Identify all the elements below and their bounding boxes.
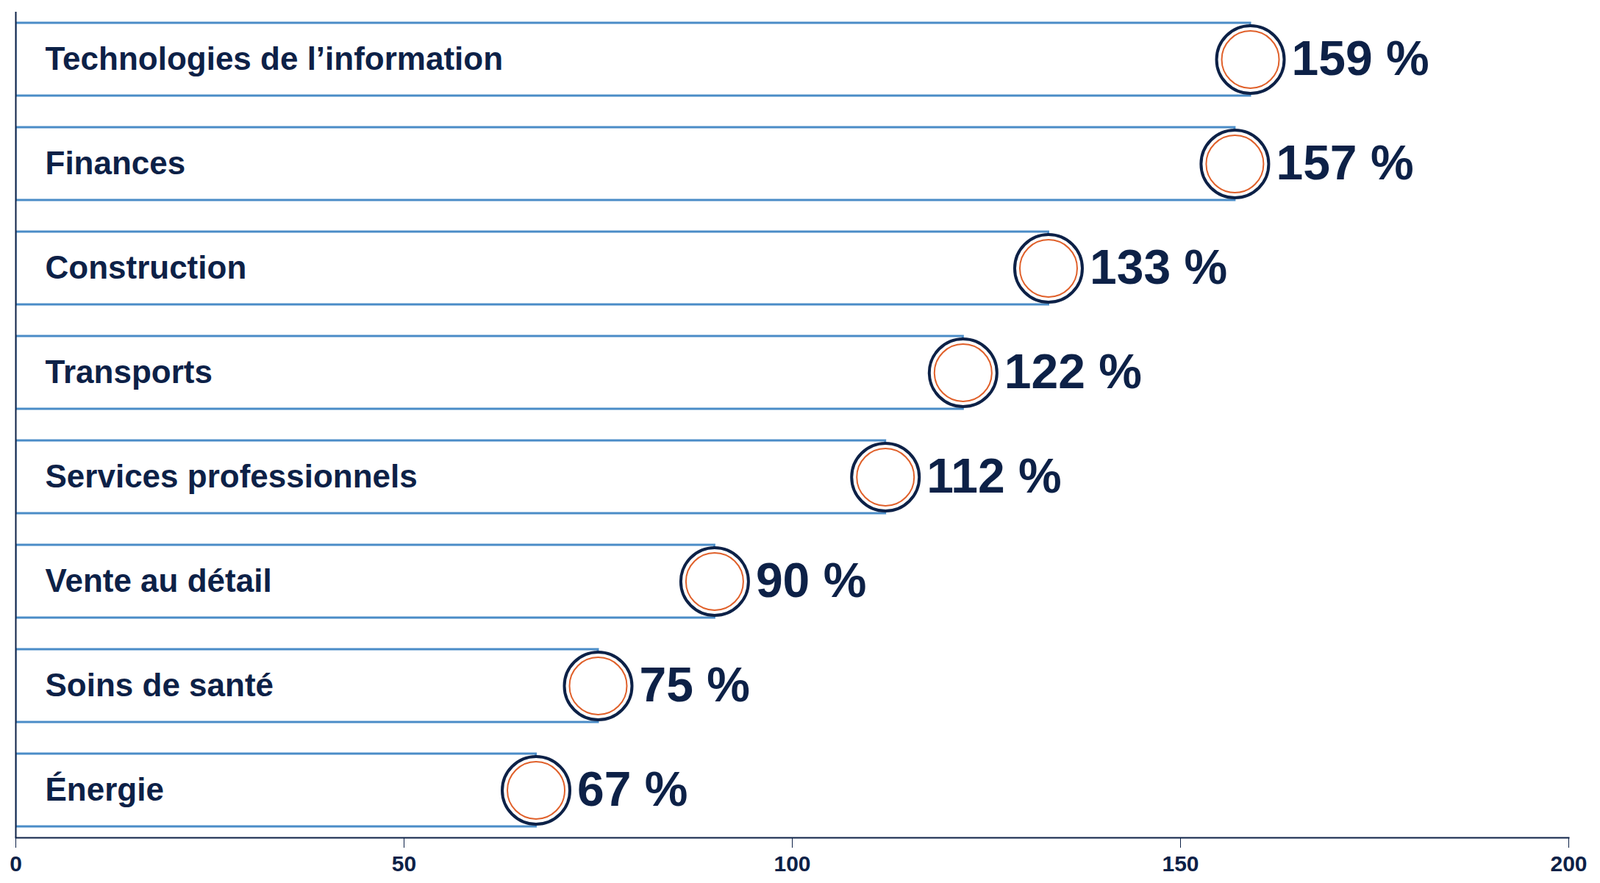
svg-text:Construction: Construction (45, 249, 248, 286)
svg-text:Transports: Transports (45, 353, 213, 390)
svg-text:Vente au détail: Vente au détail (45, 562, 273, 599)
svg-text:Services professionnels: Services professionnels (45, 458, 418, 495)
svg-text:Finances: Finances (45, 144, 187, 181)
svg-text:200: 200 (1550, 851, 1587, 876)
svg-text:50: 50 (391, 851, 417, 876)
svg-text:133 %: 133 % (1089, 239, 1228, 295)
svg-text:90 %: 90 % (755, 552, 867, 608)
svg-text:112 %: 112 % (926, 448, 1062, 503)
svg-text:122 %: 122 % (1004, 344, 1142, 399)
svg-text:150: 150 (1161, 851, 1199, 876)
svg-text:67 %: 67 % (577, 761, 688, 817)
svg-text:100: 100 (773, 851, 811, 876)
svg-text:75 %: 75 % (639, 657, 750, 712)
svg-text:Soins de santé: Soins de santé (45, 666, 275, 703)
svg-text:159 %: 159 % (1291, 30, 1430, 86)
svg-text:Technologies de l’information: Technologies de l’information (45, 40, 504, 77)
svg-text:0: 0 (9, 851, 23, 876)
svg-text:157 %: 157 % (1275, 135, 1414, 190)
svg-text:Énergie: Énergie (45, 771, 164, 808)
